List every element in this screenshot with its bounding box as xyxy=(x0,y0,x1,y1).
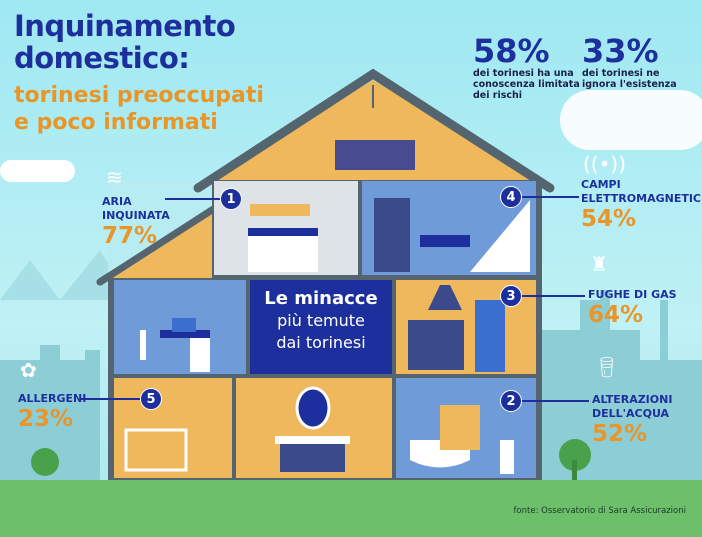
title-line: Inquinamento xyxy=(14,9,236,43)
stat-value: 33% xyxy=(582,32,659,70)
stat-text: dei rischi xyxy=(473,90,523,101)
rank-badge: 1 xyxy=(220,188,242,210)
page-title: Inquinamento domestico: xyxy=(14,9,236,75)
connector-line xyxy=(515,196,579,198)
threat-value: 54% xyxy=(581,206,637,232)
air-vent-icon: ≋ xyxy=(106,165,123,189)
page-subtitle: torinesi preoccupati e poco informati xyxy=(14,82,264,136)
subtitle-line: torinesi preoccupati xyxy=(14,83,264,108)
cloud xyxy=(0,160,75,182)
stat-33: 33% dei torinesi ne ignora l'esistenza xyxy=(582,34,677,90)
threat-label: INQUINATA xyxy=(102,209,170,222)
threat-campi: CAMPI ELETTROMAGNETICI 54% xyxy=(581,178,702,232)
stat-text: ignora l'esistenza xyxy=(582,79,677,90)
connector-line xyxy=(80,398,150,400)
connector-line xyxy=(515,295,585,297)
threat-label: ARIA xyxy=(102,195,132,208)
pollen-icon: ✿ xyxy=(20,358,37,382)
stat-58: 58% dei torinesi ha una conoscenza limit… xyxy=(473,34,580,101)
threat-label: ELETTROMAGNETICI xyxy=(581,192,702,205)
rank-badge: 3 xyxy=(500,285,522,307)
title-line: domestico: xyxy=(14,41,190,75)
threat-label: FUGHE DI GAS xyxy=(588,288,677,301)
connector-line xyxy=(165,198,225,200)
threat-label: ALLERGENI xyxy=(18,392,87,405)
stat-text: dei torinesi ne xyxy=(582,68,660,79)
threat-value: 23% xyxy=(18,406,74,432)
gas-cylinder-icon: ♜ xyxy=(590,252,608,276)
center-line: più temute xyxy=(277,311,365,330)
stat-value: 58% xyxy=(473,32,550,70)
center-label: Le minacce più temute dai torinesi xyxy=(250,288,392,354)
threat-allergeni: ALLERGENI 23% xyxy=(18,392,86,432)
subtitle-line: e poco informati xyxy=(14,110,218,135)
rank-badge: 2 xyxy=(500,390,522,412)
threat-label: CAMPI xyxy=(581,178,621,191)
center-line: dai torinesi xyxy=(276,333,366,352)
threat-aria: ARIA INQUINATA 77% xyxy=(102,195,170,249)
connector-line xyxy=(515,400,589,402)
source-note: fonte: Osservatorio di Sara Assicurazion… xyxy=(513,506,686,516)
threat-value: 64% xyxy=(588,302,644,328)
cloud xyxy=(560,90,702,150)
threat-value: 52% xyxy=(592,421,648,447)
threat-acqua: ALTERAZIONI DELL'ACQUA 52% xyxy=(592,393,672,447)
threat-label: DELL'ACQUA xyxy=(592,407,670,420)
rank-badge: 5 xyxy=(140,388,162,410)
stat-text: conoscenza limitata xyxy=(473,79,580,90)
wireless-signal-icon: ((•)) xyxy=(583,152,627,176)
water-glass-icon: 🥛︎ xyxy=(594,355,620,379)
center-line: Le minacce xyxy=(264,288,378,309)
threat-gas: FUGHE DI GAS 64% xyxy=(588,288,677,328)
rank-badge: 4 xyxy=(500,186,522,208)
threat-value: 77% xyxy=(102,223,158,249)
threat-label: ALTERAZIONI xyxy=(592,393,673,406)
stat-text: dei torinesi ha una xyxy=(473,68,574,79)
